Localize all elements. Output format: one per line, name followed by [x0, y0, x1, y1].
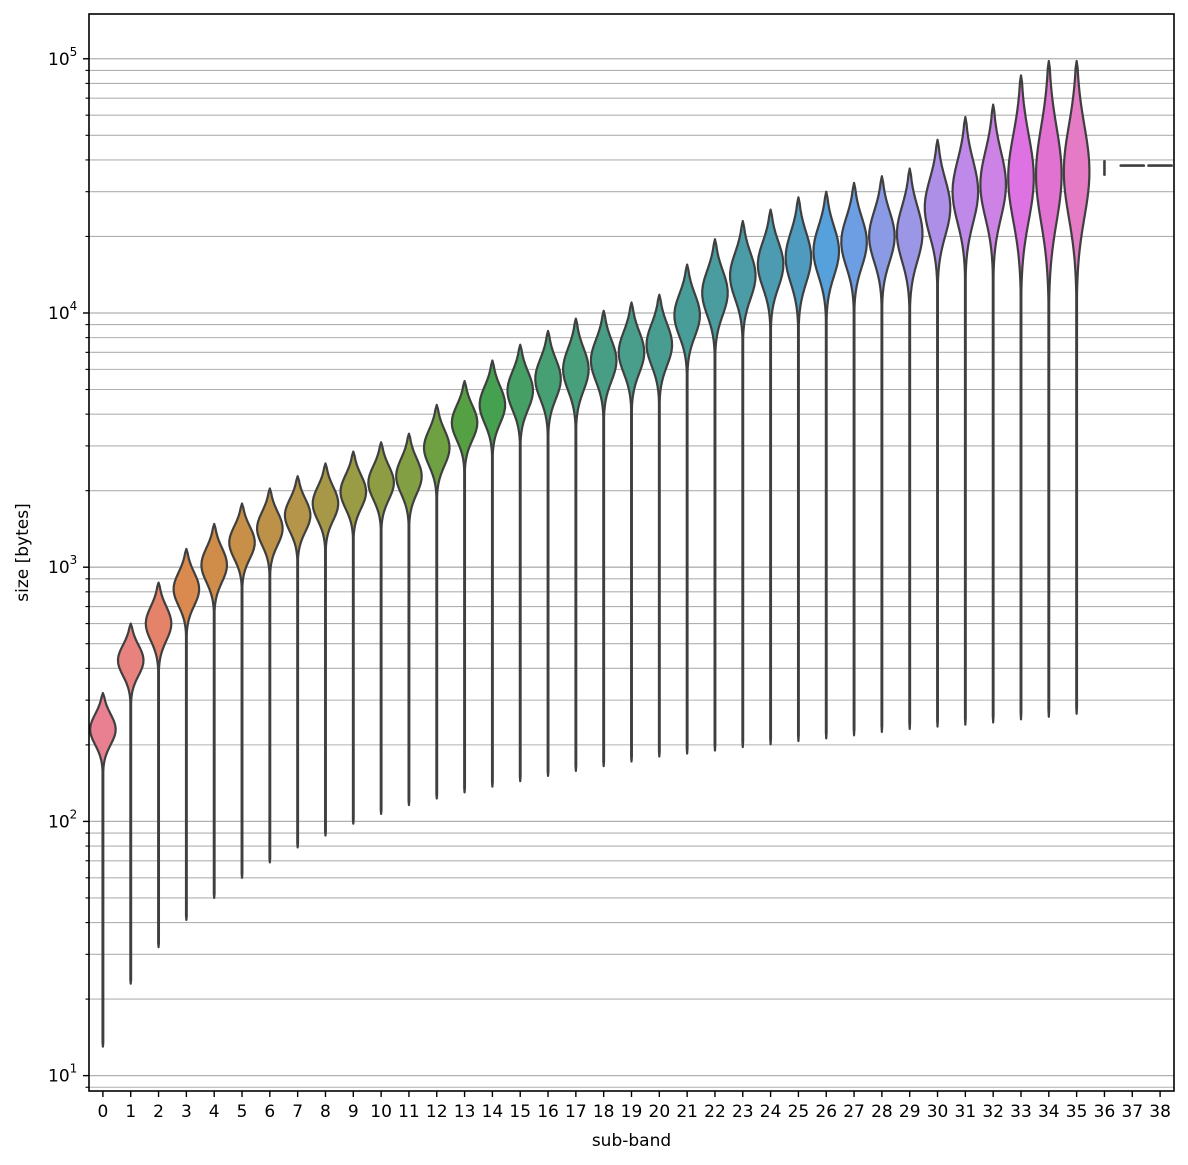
x-tick-label: 22 [704, 1102, 726, 1122]
violin-band-33 [1008, 75, 1034, 719]
violin-band-16 [535, 331, 561, 776]
x-tick-label: 3 [181, 1102, 192, 1122]
violin-band-22 [702, 239, 727, 750]
violin-band-13 [452, 381, 478, 792]
violin-band-0 [90, 693, 116, 1047]
violin-band-15 [508, 345, 533, 781]
y-axis-title: size [bytes] [13, 503, 33, 601]
y-tick-label: 103 [48, 553, 77, 578]
violin-band-12 [424, 405, 450, 799]
x-tick-label: 34 [1038, 1102, 1060, 1122]
x-tick-label: 7 [292, 1102, 303, 1122]
x-tick-label: 10 [370, 1102, 392, 1122]
x-tick-label: 16 [537, 1102, 559, 1122]
y-tick-label: 102 [48, 807, 77, 832]
y-tick-base: 10 [48, 1067, 70, 1087]
violin-band-6 [257, 488, 282, 862]
x-tick-label: 0 [97, 1102, 108, 1122]
violin-band-31 [953, 117, 979, 725]
y-tick-label: 104 [48, 299, 77, 324]
x-tick-label: 26 [815, 1102, 837, 1122]
x-axis: 0 1 2 3 4 5 6 7 8 9 10 11 12 13 14 15 16 17 18 19 20 21 22 23 24… [97, 1091, 1170, 1122]
violin-band-7 [285, 476, 310, 847]
x-tick-label: 35 [1066, 1102, 1088, 1122]
x-tick-label: 14 [482, 1102, 504, 1122]
violin-band-18 [591, 311, 617, 766]
violin-band-24 [758, 210, 784, 745]
violin-band-11 [396, 434, 422, 805]
x-tick-label: 23 [732, 1102, 754, 1122]
x-tick-label: 8 [320, 1102, 331, 1122]
violin-band-35 [1064, 61, 1090, 714]
violin-band-9 [341, 452, 367, 824]
x-tick-label: 30 [927, 1102, 949, 1122]
x-tick-label: 11 [398, 1102, 420, 1122]
y-tick-label: 101 [48, 1062, 77, 1087]
violin-band-1 [118, 624, 144, 984]
violin-band-25 [786, 197, 812, 741]
y-tick-exponent: 3 [70, 553, 78, 567]
x-tick-label: 27 [843, 1102, 865, 1122]
x-tick-label: 4 [209, 1102, 220, 1122]
x-tick-label: 25 [788, 1102, 810, 1122]
y-tick-base: 10 [48, 558, 70, 578]
violin-band-20 [647, 295, 673, 757]
violin-band-26 [813, 192, 839, 739]
x-tick-label: 38 [1149, 1102, 1171, 1122]
x-tick-label: 6 [264, 1102, 275, 1122]
violin-band-19 [619, 302, 645, 761]
x-tick-label: 1 [125, 1102, 136, 1122]
x-tick-label: 29 [899, 1102, 921, 1122]
x-tick-label: 12 [426, 1102, 448, 1122]
x-tick-label: 21 [676, 1102, 698, 1122]
x-tick-label: 37 [1121, 1102, 1143, 1122]
x-tick-label: 5 [237, 1102, 248, 1122]
violin-band-8 [313, 463, 339, 835]
x-tick-label: 13 [454, 1102, 476, 1122]
violin-band-34 [1036, 61, 1062, 717]
x-axis-title: sub-band [592, 1131, 671, 1151]
x-tick-label: 15 [509, 1102, 531, 1122]
violins [90, 61, 1171, 1047]
x-tick-label: 2 [153, 1102, 164, 1122]
violin-band-28 [869, 176, 895, 732]
x-tick-label: 17 [565, 1102, 587, 1122]
x-tick-label: 24 [760, 1102, 782, 1122]
x-tick-label: 19 [621, 1102, 643, 1122]
x-tick-label: 31 [955, 1102, 977, 1122]
violin-band-32 [980, 105, 1006, 723]
violin-band-4 [201, 524, 227, 898]
violin-band-17 [563, 319, 589, 771]
x-tick-label: 32 [982, 1102, 1004, 1122]
y-tick-exponent: 5 [70, 45, 78, 59]
x-tick-label: 9 [348, 1102, 359, 1122]
violin-band-14 [480, 361, 505, 787]
y-tick-exponent: 1 [70, 1062, 78, 1076]
violin-band-10 [368, 442, 394, 814]
violin-band-27 [841, 183, 867, 736]
y-tick-base: 10 [48, 50, 70, 70]
violin-band-29 [897, 169, 922, 729]
violin-band-3 [174, 549, 200, 920]
y-tick-exponent: 2 [70, 807, 78, 821]
y-tick-base: 10 [48, 304, 70, 324]
violin-band-30 [925, 140, 950, 727]
x-tick-label: 28 [871, 1102, 893, 1122]
y-tick-base: 10 [48, 812, 70, 832]
x-tick-label: 18 [593, 1102, 615, 1122]
y-tick-label: 105 [48, 45, 77, 70]
x-tick-label: 33 [1010, 1102, 1032, 1122]
y-tick-exponent: 4 [70, 299, 78, 313]
violin-band-2 [146, 583, 172, 948]
x-tick-label: 20 [649, 1102, 671, 1122]
x-tick-label: 36 [1094, 1102, 1116, 1122]
